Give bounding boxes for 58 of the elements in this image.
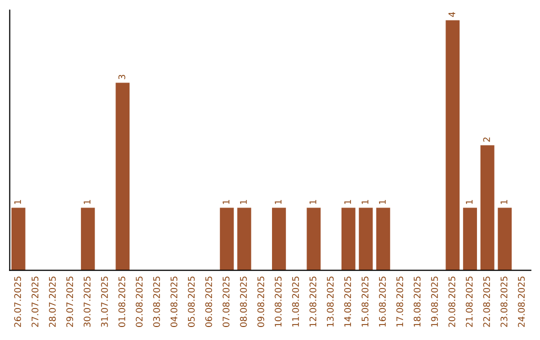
data-label: 1 — [14, 200, 21, 204]
x-tick-label: 24.08.2025 — [518, 276, 525, 327]
x-tick-label: 27.07.2025 — [32, 276, 38, 327]
data-label: 1 — [84, 200, 90, 204]
bar — [358, 208, 373, 270]
bar — [220, 208, 234, 270]
x-tick-label: 08.08.2025 — [240, 276, 247, 327]
x-tick-label: 20.08.2025 — [448, 276, 456, 327]
bar — [341, 208, 356, 270]
bar — [116, 82, 130, 270]
x-tick-label: 18.08.2025 — [414, 276, 421, 327]
bar — [498, 208, 512, 270]
data-label: 1 — [240, 200, 247, 204]
x-tick-label: 02.08.2025 — [136, 276, 143, 327]
bar — [376, 208, 390, 270]
data-label: 1 — [362, 200, 368, 204]
x-tick-label: 11.08.2025 — [292, 276, 299, 327]
x-tick-label: 22.08.2025 — [483, 276, 490, 327]
x-tick-label: 13.08.2025 — [326, 276, 334, 327]
x-tick-label: 10.08.2025 — [274, 276, 282, 327]
x-tick-label: 29.07.2025 — [66, 276, 74, 327]
data-label: 1 — [344, 200, 351, 204]
x-tick-label: 07.08.2025 — [222, 276, 230, 327]
x-tick-label: 05.08.2025 — [188, 276, 195, 327]
data-label: 2 — [483, 138, 490, 142]
x-tick-label: 30.07.2025 — [84, 276, 91, 327]
bar — [11, 208, 26, 270]
data-label: 1 — [222, 200, 230, 204]
x-tick-label: 01.08.2025 — [118, 276, 126, 327]
bar — [306, 208, 321, 270]
bar — [272, 208, 286, 270]
x-tick-label: 12.08.2025 — [309, 276, 316, 327]
data-label: 3 — [118, 74, 126, 80]
data-label: 4 — [448, 12, 456, 17]
x-tick-label: 17.08.2025 — [396, 276, 404, 327]
x-tick-label: 21.08.2025 — [466, 276, 473, 327]
x-tick-label: 09.08.2025 — [257, 276, 264, 327]
bar — [237, 208, 252, 270]
data-label: 1 — [274, 200, 282, 204]
x-tick-label: 16.08.2025 — [378, 276, 386, 327]
data-label: 1 — [310, 200, 316, 204]
x-tick-label: 23.08.2025 — [500, 276, 508, 327]
data-label: 1 — [379, 200, 386, 204]
bar — [480, 145, 494, 270]
x-tick-label: 31.07.2025 — [101, 276, 108, 327]
bar — [463, 208, 477, 270]
x-tick-label: 06.08.2025 — [205, 276, 212, 327]
data-label: 1 — [500, 200, 508, 204]
x-tick-label: 15.08.2025 — [362, 276, 368, 327]
x-tick-label: 26.07.2025 — [14, 276, 22, 327]
data-label: 1 — [466, 200, 473, 204]
bar — [80, 208, 95, 270]
bar — [446, 20, 460, 270]
x-tick-label: 03.08.2025 — [153, 276, 160, 327]
x-tick-label: 14.08.2025 — [344, 276, 352, 327]
x-tick-label: 28.07.2025 — [48, 276, 56, 327]
x-tick-label: 19.08.2025 — [431, 276, 438, 327]
x-tick-label: 04.08.2025 — [170, 276, 178, 327]
